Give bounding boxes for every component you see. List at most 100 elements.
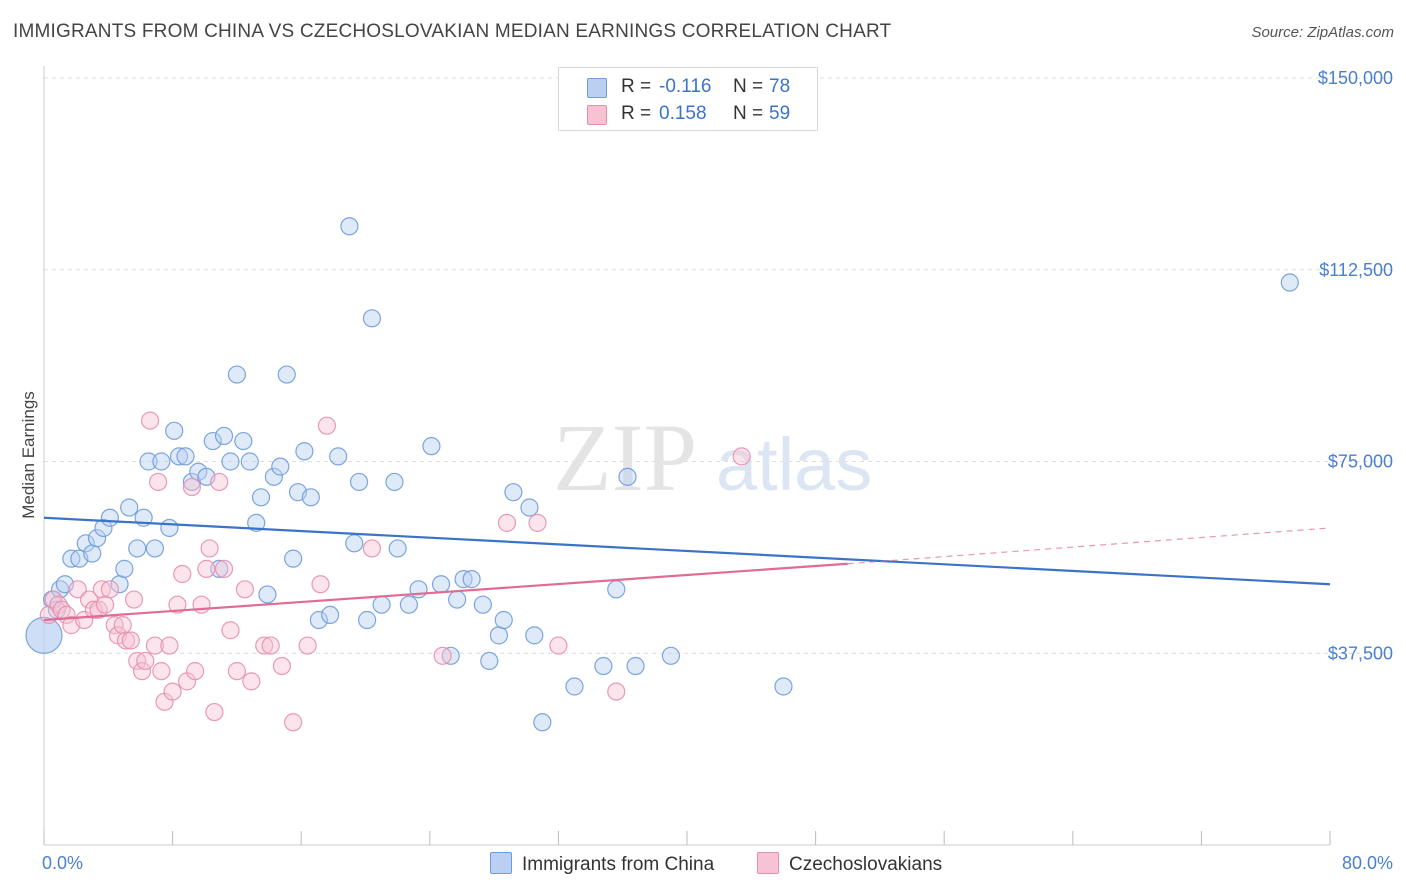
point-czechoslovakians xyxy=(549,636,568,655)
point-czechoslovakians xyxy=(227,662,246,681)
point-immigrants-china xyxy=(422,437,441,456)
bottom-legend-china: Immigrants from China xyxy=(490,852,714,876)
point-czechoslovakians xyxy=(242,672,261,691)
point-immigrants-china xyxy=(388,539,407,558)
bottom-legend-czech: Czechoslovakians xyxy=(757,852,942,876)
point-czechoslovakians xyxy=(95,595,115,614)
point-czechoslovakians xyxy=(68,580,87,599)
point-czechoslovakians xyxy=(362,539,382,558)
point-immigrants-china xyxy=(1280,273,1299,292)
point-immigrants-china xyxy=(277,365,296,384)
point-czechoslovakians xyxy=(136,651,155,671)
point-czechoslovakians xyxy=(168,595,187,614)
point-immigrants-china xyxy=(94,518,113,538)
point-czechoslovakians xyxy=(272,656,292,676)
point-czechoslovakians xyxy=(121,631,140,650)
point-immigrants-china xyxy=(480,651,499,671)
point-immigrants-china xyxy=(504,483,523,502)
point-czechoslovakians xyxy=(163,682,182,701)
point-czechoslovakians xyxy=(100,580,120,599)
legend-swatch-pink xyxy=(587,105,607,125)
point-czechoslovakians xyxy=(192,595,211,614)
point-immigrants-china xyxy=(115,559,134,578)
point-immigrants-china xyxy=(372,595,391,614)
point-immigrants-china xyxy=(607,580,626,599)
bottom-swatch-pink xyxy=(757,852,779,874)
point-czechoslovakians xyxy=(433,646,452,665)
point-immigrants-china xyxy=(169,447,189,466)
point-immigrants-china xyxy=(247,513,266,532)
point-immigrants-china xyxy=(626,656,645,676)
point-czechoslovakians xyxy=(152,662,171,681)
point-czechoslovakians xyxy=(140,411,160,430)
legend-n-label: N = xyxy=(733,76,764,97)
data-points xyxy=(25,217,1299,732)
point-immigrants-china xyxy=(227,365,246,384)
point-immigrants-china xyxy=(321,605,340,625)
point-czechoslovakians xyxy=(210,472,229,492)
point-immigrants-china xyxy=(473,595,492,614)
point-immigrants-china xyxy=(240,452,259,471)
point-immigrants-china xyxy=(271,457,290,476)
point-czechoslovakians xyxy=(173,564,192,584)
point-czechoslovakians xyxy=(160,636,179,655)
point-immigrants-china xyxy=(618,467,637,486)
point-immigrants-china xyxy=(83,544,102,563)
point-immigrants-china xyxy=(565,677,584,696)
point-immigrants-china xyxy=(345,534,364,553)
point-immigrants-china xyxy=(329,447,348,466)
point-immigrants-china xyxy=(128,539,147,558)
point-immigrants-china xyxy=(284,549,303,568)
point-immigrants-china xyxy=(214,426,234,446)
point-immigrants-china xyxy=(120,498,139,517)
point-immigrants-china xyxy=(258,585,277,604)
point-czechoslovakians xyxy=(317,416,337,435)
point-immigrants-china xyxy=(301,488,320,507)
y-tick-label: $37,500 xyxy=(1328,643,1393,663)
point-czechoslovakians xyxy=(261,636,280,655)
point-czechoslovakians xyxy=(186,662,205,681)
point-immigrants-china xyxy=(462,570,481,589)
point-immigrants-china xyxy=(76,534,95,553)
point-immigrants-china xyxy=(100,508,120,527)
point-czechoslovakians xyxy=(84,600,103,619)
point-immigrants-china xyxy=(525,626,544,645)
point-immigrants-china xyxy=(358,610,377,630)
y-tick-label: $150,000 xyxy=(1318,68,1393,88)
point-immigrants-china xyxy=(399,595,419,614)
point-czechoslovakians xyxy=(200,539,219,558)
point-czechoslovakians xyxy=(124,590,144,609)
point-czechoslovakians xyxy=(732,447,751,466)
point-czechoslovakians xyxy=(284,713,303,732)
x-tick-label-end: 80.0% xyxy=(1342,853,1393,873)
point-immigrants-china xyxy=(176,447,195,466)
point-immigrants-china xyxy=(362,309,382,328)
point-immigrants-china xyxy=(533,713,552,732)
point-immigrants-china xyxy=(264,467,283,486)
point-immigrants-china xyxy=(251,488,271,507)
y-tick-label: $112,500 xyxy=(1319,260,1393,280)
y-axis-label: Median Earnings xyxy=(19,391,38,519)
y-tick-label: $75,000 xyxy=(1328,452,1393,472)
point-immigrants-china xyxy=(87,529,107,548)
point-immigrants-china xyxy=(152,452,171,471)
point-immigrants-china xyxy=(520,498,539,517)
point-immigrants-china xyxy=(145,539,165,558)
trend-line-china xyxy=(43,516,1331,586)
bottom-legend-label-czech: Czechoslovakians xyxy=(789,854,943,875)
trend-line-czech xyxy=(43,562,848,622)
point-czechoslovakians xyxy=(255,636,274,655)
point-immigrants-china xyxy=(139,452,158,471)
point-immigrants-china xyxy=(295,442,314,461)
point-immigrants-china xyxy=(774,677,793,696)
legend-r-value: 0.158 xyxy=(659,103,707,124)
point-immigrants-china xyxy=(25,616,63,654)
point-czechoslovakians xyxy=(214,559,234,578)
legend-r-label: R = xyxy=(621,76,652,97)
point-czechoslovakians xyxy=(197,559,216,578)
point-immigrants-china xyxy=(494,610,513,630)
chart-source: Source: ZipAtlas.com xyxy=(1251,24,1394,41)
tick-labels: $37,500 $75,000 $112,500 $150,000 0.0% 80.0% xyxy=(42,68,1393,873)
point-immigrants-china xyxy=(349,472,369,492)
